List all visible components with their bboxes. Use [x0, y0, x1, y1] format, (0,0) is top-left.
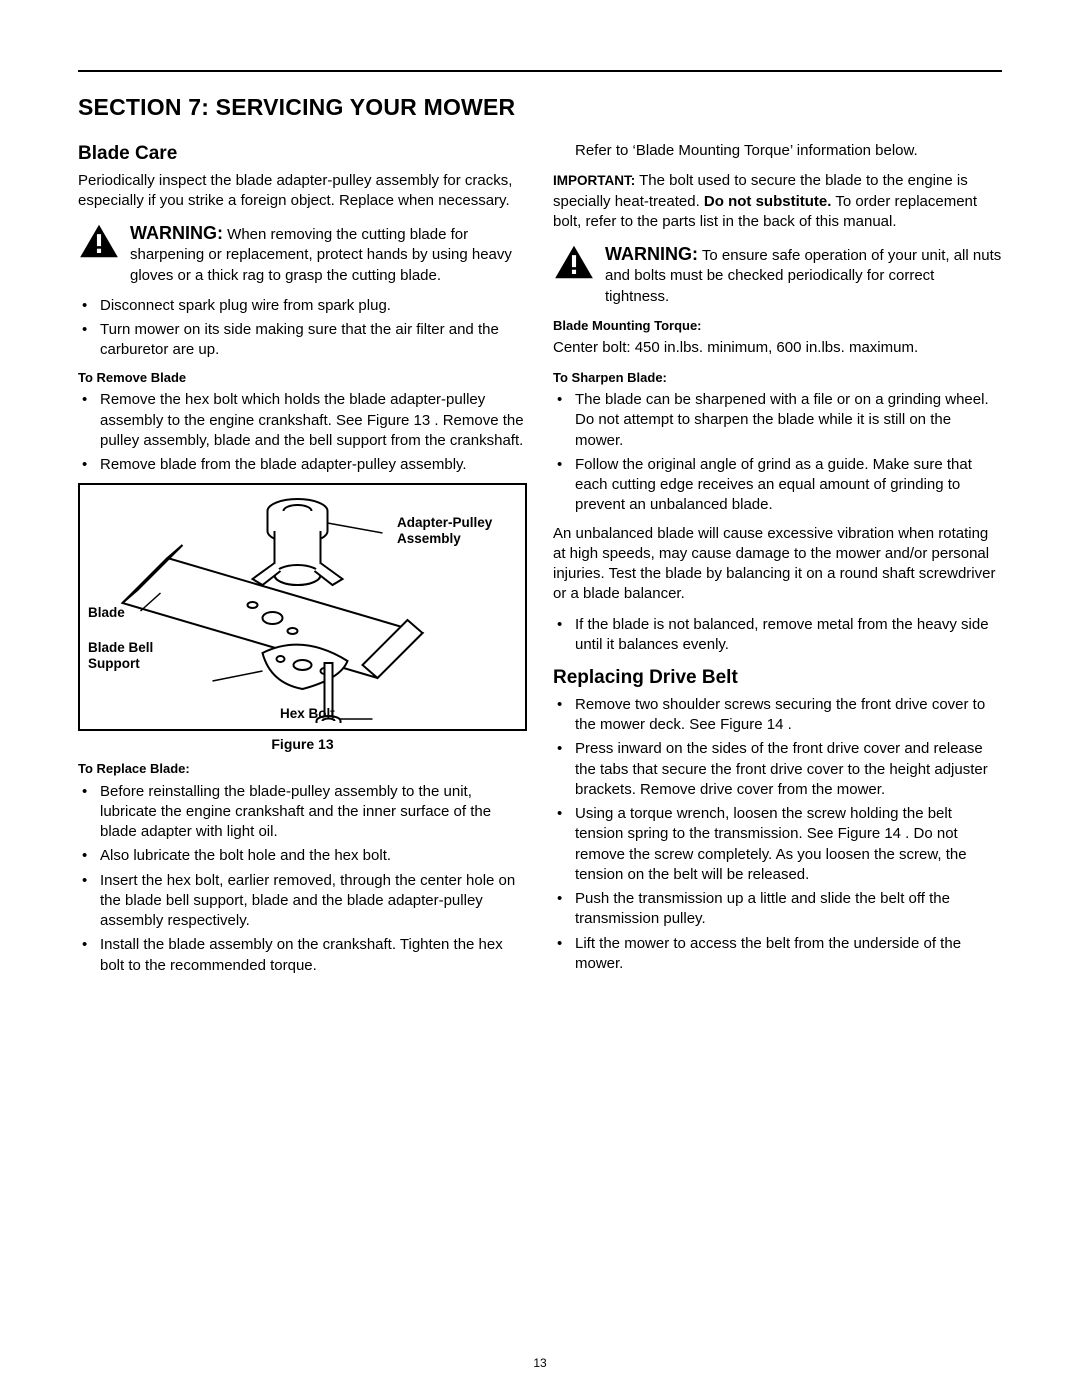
list-item: Remove blade from the blade adapter-pull…	[100, 455, 527, 475]
warning-icon	[553, 244, 595, 280]
torque-paragraph: Center bolt: 450 in.lbs. minimum, 600 in…	[553, 338, 1002, 358]
list-item: Press inward on the sides of the front d…	[575, 739, 1002, 800]
warning-1-body: WARNING: When removing the cutting blade…	[130, 221, 527, 286]
page-number: 13	[0, 1355, 1080, 1371]
refer-torque-paragraph: Refer to ‘Blade Mounting Torque’ informa…	[553, 141, 1002, 161]
figure-label-adapter: Adapter-PulleyAssembly	[397, 515, 517, 546]
sharpen-bullets-b: If the blade is not balanced, remove met…	[553, 615, 1002, 656]
figure-13-box: Adapter-PulleyAssembly Blade Blade BellS…	[78, 483, 527, 731]
list-item: Before reinstalling the blade-pulley ass…	[100, 782, 527, 843]
blade-care-heading: Blade Care	[78, 141, 527, 167]
unbalanced-paragraph: An unbalanced blade will cause excessive…	[553, 524, 1002, 605]
list-item: Using a torque wrench, loosen the screw …	[575, 804, 1002, 885]
warning-block-1: WARNING: When removing the cutting blade…	[78, 221, 527, 286]
to-replace-bullets: Before reinstalling the blade-pulley ass…	[78, 782, 527, 976]
to-remove-blade-heading: To Remove Blade	[78, 369, 527, 387]
list-item: Turn mower on its side making sure that …	[100, 320, 527, 361]
list-item: Lift the mower to access the belt from t…	[575, 934, 1002, 975]
list-item: Remove the hex bolt which holds the blad…	[100, 390, 527, 451]
two-column-layout: Blade Care Periodically inspect the blad…	[78, 141, 1002, 984]
list-item: The blade can be sharpened with a file o…	[575, 390, 1002, 451]
list-item: Insert the hex bolt, earlier removed, th…	[100, 871, 527, 932]
list-item: Remove two shoulder screws securing the …	[575, 695, 1002, 736]
to-replace-blade-heading: To Replace Blade:	[78, 760, 527, 778]
warning-block-2: WARNING: To ensure safe operation of you…	[553, 242, 1002, 307]
to-remove-bullets: Remove the hex bolt which holds the blad…	[78, 390, 527, 475]
warning-2-lead: WARNING:	[605, 244, 698, 264]
list-item: Push the transmission up a little and sl…	[575, 889, 1002, 930]
belt-bullets: Remove two shoulder screws securing the …	[553, 695, 1002, 974]
figure-label-bell: Blade BellSupport	[88, 640, 153, 671]
pre-remove-bullets: Disconnect spark plug wire from spark pl…	[78, 296, 527, 361]
horizontal-rule	[78, 70, 1002, 72]
right-column: Refer to ‘Blade Mounting Torque’ informa…	[553, 141, 1002, 984]
warning-2-body: WARNING: To ensure safe operation of you…	[605, 242, 1002, 307]
blade-care-paragraph: Periodically inspect the blade adapter-p…	[78, 171, 527, 212]
list-item: Also lubricate the bolt hole and the hex…	[100, 846, 527, 866]
sharpen-bullets-a: The blade can be sharpened with a file o…	[553, 390, 1002, 516]
to-sharpen-blade-heading: To Sharpen Blade:	[553, 369, 1002, 387]
warning-1-lead: WARNING:	[130, 223, 223, 243]
important-paragraph: IMPORTANT: The bolt used to secure the b…	[553, 171, 1002, 232]
list-item: Disconnect spark plug wire from spark pl…	[100, 296, 527, 316]
replacing-drive-belt-heading: Replacing Drive Belt	[553, 665, 1002, 691]
list-item: Install the blade assembly on the cranks…	[100, 935, 527, 976]
list-item: Follow the original angle of grind as a …	[575, 455, 1002, 516]
important-lead: IMPORTANT:	[553, 173, 635, 188]
figure-label-blade: Blade	[88, 605, 125, 621]
list-item: If the blade is not balanced, remove met…	[575, 615, 1002, 656]
left-column: Blade Care Periodically inspect the blad…	[78, 141, 527, 984]
figure-label-hex: Hex Bolt	[280, 706, 335, 722]
important-bold: Do not substitute.	[704, 193, 832, 210]
warning-icon	[78, 223, 120, 259]
section-title: SECTION 7: SERVICING YOUR MOWER	[78, 92, 1002, 123]
blade-mounting-torque-heading: Blade Mounting Torque:	[553, 317, 1002, 335]
figure-13-caption: Figure 13	[78, 735, 527, 754]
